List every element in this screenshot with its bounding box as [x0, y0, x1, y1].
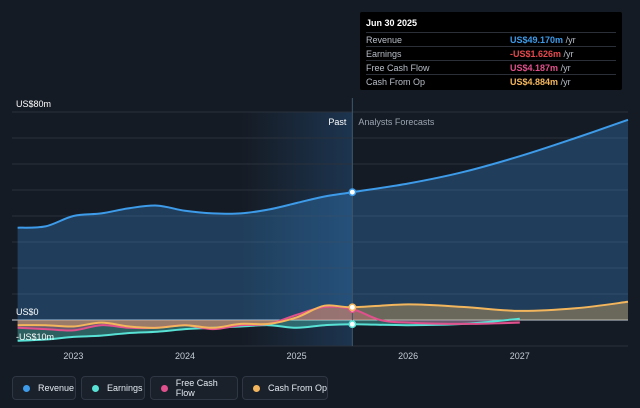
legend-label: Revenue	[38, 383, 75, 393]
tooltip-row-revenue: Revenue US$49.170m /yr	[366, 32, 616, 47]
legend-dot-icon	[23, 384, 30, 392]
tooltip-value: US$49.170m /yr	[510, 35, 576, 45]
tooltip-label: Free Cash Flow	[366, 63, 430, 73]
tooltip-label: Earnings	[366, 49, 402, 59]
marker-revenue	[348, 188, 357, 197]
legend-item-cash-from-op[interactable]: Cash From Op	[242, 376, 328, 400]
hover-tooltip: Jun 30 2025 Revenue US$49.170m /yr Earni…	[360, 12, 622, 90]
marker-earnings	[348, 320, 357, 329]
tooltip-date: Jun 30 2025	[366, 18, 418, 28]
tooltip-value: -US$1.626m /yr	[510, 49, 574, 59]
tooltip-value: US$4.187m /yr	[510, 63, 571, 73]
series-line-cash-from-op	[17, 300, 629, 329]
legend-label: Free Cash Flow	[175, 378, 218, 398]
tooltip-row-cash-from-op: Cash From Op US$4.884m /yr	[366, 74, 616, 89]
x-tick-label: 2027	[510, 351, 530, 361]
legend-label: Earnings	[107, 383, 143, 393]
y-label-bottom: -US$10m	[16, 332, 54, 342]
forecast-label: Analysts Forecasts	[358, 117, 435, 127]
legend-item-free-cash-flow[interactable]: Free Cash Flow	[150, 376, 238, 400]
x-tick-label: 2023	[63, 351, 83, 361]
tooltip-label: Revenue	[366, 35, 403, 45]
series-line-free-cash-flow	[17, 305, 520, 332]
legend-label: Cash From Op	[268, 383, 328, 393]
series-area-free-cash-flow	[17, 306, 520, 331]
legend-item-revenue[interactable]: Revenue	[12, 376, 76, 400]
legend-dot-icon	[161, 384, 168, 392]
tooltip-row-free-cash-flow: Free Cash Flow US$4.187m /yr	[366, 60, 616, 75]
legend-dot-icon	[253, 384, 260, 392]
x-tick-label: 2025	[287, 351, 307, 361]
legend-item-earnings[interactable]: Earnings	[81, 376, 145, 400]
legend-dot-icon	[92, 384, 99, 392]
past-label: Past	[328, 117, 347, 127]
tooltip-value: US$4.884m /yr	[510, 77, 571, 87]
marker-cash-from-op	[348, 303, 357, 312]
x-tick-label: 2024	[175, 351, 195, 361]
y-label-top: US$80m	[16, 99, 51, 109]
tooltip-row-earnings: Earnings -US$1.626m /yr	[366, 46, 616, 61]
x-tick-label: 2026	[398, 351, 418, 361]
y-label-zero: US$0	[16, 307, 39, 317]
series-line-revenue	[17, 118, 629, 229]
tooltip-label: Cash From Op	[366, 77, 426, 87]
